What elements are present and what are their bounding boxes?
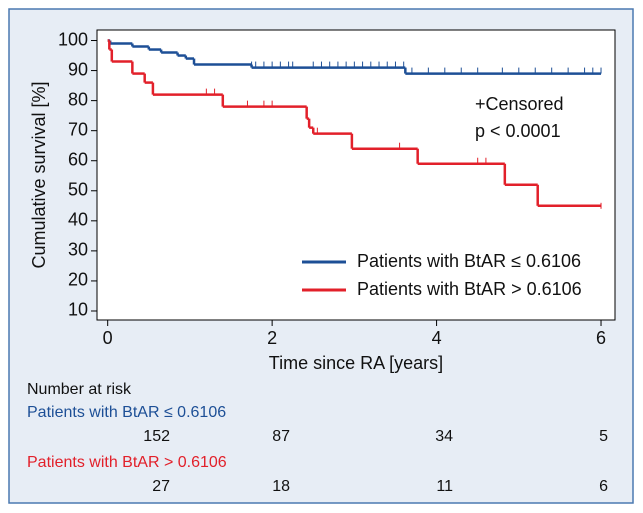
legend-label: Patients with BtAR > 0.6106	[357, 279, 582, 299]
y-tick-label: 60	[68, 149, 88, 169]
x-axis-title: Time since RA [years]	[269, 353, 443, 373]
annotation: p < 0.0001	[475, 121, 561, 141]
risk-count: 27	[152, 478, 170, 495]
risk-count: 5	[599, 428, 608, 445]
y-tick-label: 70	[68, 119, 88, 139]
x-tick-label: 2	[267, 328, 277, 348]
x-tick-label: 0	[103, 328, 113, 348]
risk-count: 34	[435, 428, 453, 445]
risk-count: 87	[272, 428, 290, 445]
y-tick-label: 90	[68, 59, 88, 79]
y-tick-label: 100	[58, 29, 88, 49]
annotation: +Censored	[475, 94, 564, 114]
y-axis-title: Cumulative survival [%]	[29, 81, 49, 268]
y-tick-label: 10	[68, 300, 88, 320]
risk-count: 11	[436, 478, 453, 495]
x-tick-label: 6	[596, 328, 606, 348]
y-tick-label: 80	[68, 89, 88, 109]
risk-row-label: Patients with BtAR > 0.6106	[27, 454, 227, 471]
risk-count: 6	[599, 478, 608, 495]
y-tick-label: 50	[68, 180, 88, 200]
y-tick-label: 20	[68, 270, 88, 290]
risk-row-label: Patients with BtAR ≤ 0.6106	[27, 404, 226, 421]
y-tick-label: 30	[68, 240, 88, 260]
risk-title: Number at risk	[27, 381, 132, 398]
plot-area	[96, 29, 616, 321]
y-tick-label: 40	[68, 210, 88, 230]
legend-label: Patients with BtAR ≤ 0.6106	[357, 251, 581, 271]
x-tick-label: 4	[432, 328, 442, 348]
risk-count: 152	[143, 428, 170, 445]
risk-count: 18	[272, 478, 290, 495]
